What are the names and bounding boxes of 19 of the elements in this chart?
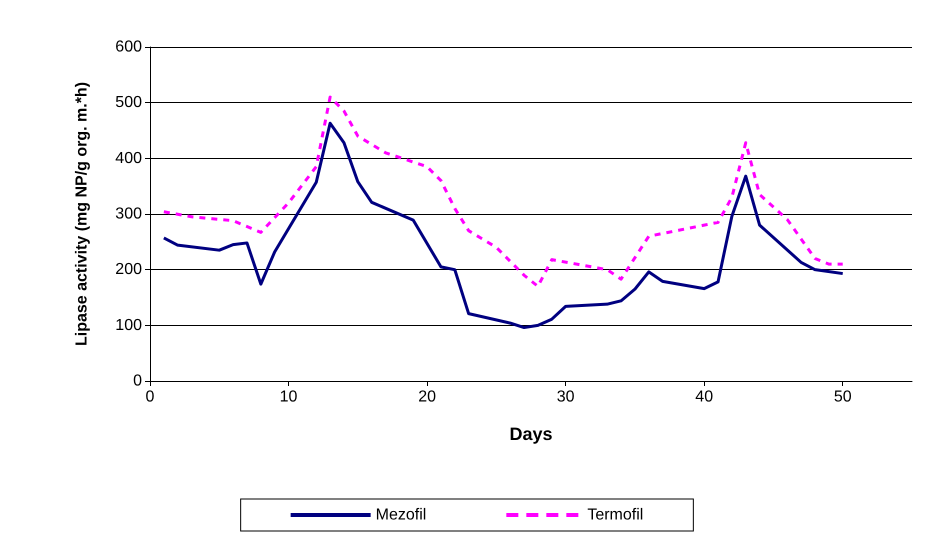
y-tick-label: 600 (115, 38, 142, 56)
y-tick-label: 200 (115, 261, 142, 278)
legend-label: Termofil (587, 506, 644, 524)
x-tick-label: 40 (695, 388, 714, 406)
x-tick-label: 10 (280, 388, 298, 406)
x-tick-label: 50 (834, 388, 852, 406)
y-tick-label: 100 (115, 316, 142, 334)
x-axis-title: Days (509, 424, 553, 444)
x-tick-label: 0 (146, 388, 155, 406)
y-tick-label: 400 (115, 150, 142, 167)
x-tick-label: 20 (418, 388, 436, 406)
legend-label: Mezofil (376, 506, 426, 524)
y-tick-label: 300 (115, 206, 142, 222)
x-tick-label: 30 (556, 388, 575, 406)
y-tick-label: 0 (133, 372, 142, 390)
y-tick-label: 500 (115, 94, 142, 112)
line-series (162, 96, 844, 288)
line-series (162, 122, 844, 330)
y-axis-title: Lipase activity (mg NP/g org. m.*h) (74, 82, 90, 346)
